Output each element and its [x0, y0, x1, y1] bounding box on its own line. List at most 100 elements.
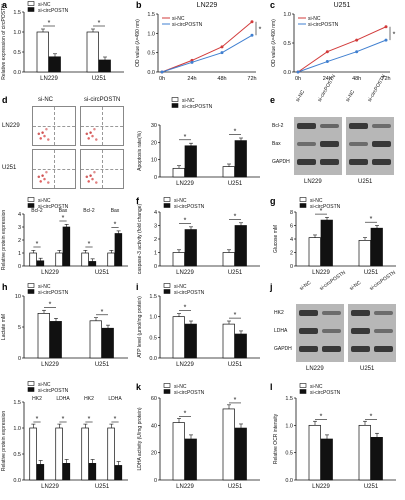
blot-band: [297, 159, 316, 165]
panel-label-f: f: [136, 196, 139, 206]
bar: [358, 239, 371, 267]
blot-band: [320, 141, 339, 147]
legend-label: si-NC: [182, 98, 195, 104]
sig-star: *: [320, 413, 323, 420]
legend-swatch: [27, 381, 35, 386]
data-point: [325, 60, 329, 64]
legend-label: si-circPOSTN: [174, 290, 205, 296]
y-tick-label: 1: [154, 251, 157, 257]
bar: [81, 252, 89, 267]
y-tick-label: 0: [18, 264, 21, 270]
x-tick-label: 0h: [159, 76, 165, 82]
blot-band: [372, 141, 391, 147]
chart-a: 0.0 0.5 1.0 1.5 Relative expression of circP…: [1, 1, 124, 82]
x-tick-label: 48h: [352, 76, 361, 82]
sig-star: *: [114, 222, 117, 229]
x-tick-label: Bcl-2: [83, 208, 95, 214]
blot-band: [320, 159, 339, 165]
blot-j-cell-ln229: LN229: [306, 366, 324, 372]
legend-swatch: [163, 383, 171, 388]
y-tick-label: 0.0: [147, 70, 155, 76]
y-tick-label: 0.5: [283, 41, 291, 47]
x-tick-label: U251: [364, 484, 379, 490]
y-tick-label: 2: [290, 251, 293, 257]
sig-star: *: [62, 416, 65, 423]
data-point: [355, 50, 359, 54]
blot-e-cell-u251: U251: [358, 179, 373, 185]
x-tick-label: LN229: [41, 362, 59, 368]
bar: [55, 427, 63, 481]
blot-j-cell-u251: U251: [360, 366, 375, 372]
legend-swatch: [299, 383, 307, 388]
sig-star: *: [36, 416, 39, 423]
bar: [36, 31, 49, 73]
flow-plot-ln229-si: [80, 106, 124, 146]
data-point: [355, 38, 359, 42]
y-tick-label: 1.5: [13, 10, 21, 16]
y-tick-label: 0.0: [285, 478, 293, 484]
western-blot-j: si-NC si-circPOSTN si-NC si-circPOSTN HK…: [270, 270, 405, 382]
y-tick-label: 1.0: [147, 31, 155, 37]
y-tick-label: 3: [18, 225, 21, 231]
y-tick-label: 4: [290, 237, 293, 243]
flow-plot-u251-nc: [32, 149, 76, 189]
bar: [172, 422, 185, 481]
y-tick-label: 0.5: [13, 452, 21, 458]
blot-band: [349, 159, 368, 165]
y-tick-label: 10: [15, 294, 21, 300]
bar: [184, 145, 197, 178]
y-tick-label: 1.0: [283, 12, 291, 18]
sig-star: *: [88, 241, 91, 248]
legend-label: si-NC: [174, 198, 187, 204]
y-axis-label: Apoptosis rate(%): [137, 131, 143, 171]
x-tick-label: U251: [228, 181, 243, 187]
legend-swatch: [171, 97, 179, 102]
blot-band: [297, 142, 316, 146]
sig-star: *: [36, 241, 39, 248]
flow-row-label-ln229: LN229: [2, 123, 20, 129]
bar: [234, 140, 247, 178]
blot-band: [322, 346, 341, 352]
y-tick-label: 20: [151, 140, 157, 146]
sig-star: *: [184, 305, 187, 312]
y-tick-label: 0.0: [13, 478, 21, 484]
x-tick-label: U251: [95, 362, 110, 368]
y-tick-label: 0: [290, 264, 293, 270]
x-tick-label: LN229: [176, 362, 194, 368]
sig-star: *: [184, 218, 187, 225]
y-tick-label: 0.5: [13, 50, 21, 56]
chart-b: 0.0 0.5 1.0 1.5 OD value (λ=490 nm) LN229 0h 24…: [135, 2, 262, 82]
panel-label-d: d: [2, 95, 8, 105]
legend-label: si-circPOSTN: [174, 390, 205, 396]
data-point: [325, 50, 329, 54]
legend-swatch: [299, 389, 307, 394]
legend-swatch: [299, 203, 307, 208]
blot-band: [351, 310, 370, 316]
chart-title: LN229: [197, 2, 218, 9]
legend-swatch: [163, 283, 171, 288]
y-tick-label: 1.5: [285, 396, 293, 402]
legend-swatch: [163, 197, 171, 202]
bar: [222, 408, 235, 481]
bar: [36, 260, 45, 267]
legend-label: si-NC: [38, 382, 51, 388]
blot-band: [349, 123, 368, 129]
series-line: [161, 21, 253, 73]
sig-star: *: [101, 309, 104, 316]
x-tick-label: U251: [228, 362, 243, 368]
sig-star: *: [184, 134, 187, 141]
blot-band: [351, 346, 370, 352]
blot-band: [320, 124, 339, 128]
y-tick-label: 1.0: [285, 423, 293, 429]
x-tick-label: 24h: [323, 76, 332, 82]
x-tick-label: U251: [228, 270, 243, 276]
x-tick-label: LN229: [176, 484, 194, 490]
legend-label: si-circPOSTN: [38, 388, 69, 394]
flow-col-label-nc: si-NC: [38, 97, 53, 103]
y-tick-label: 20: [151, 451, 157, 457]
legend-swatch: [163, 389, 171, 394]
bar: [86, 31, 99, 73]
x-tick-label: U251: [364, 270, 379, 276]
data-point: [250, 33, 254, 37]
sig-star: *: [234, 214, 237, 221]
